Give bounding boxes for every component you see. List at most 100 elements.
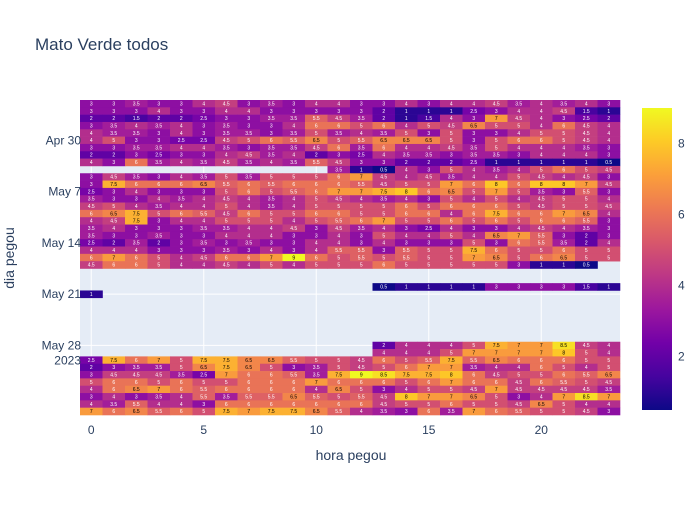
cell-value-label: 5 <box>607 365 610 371</box>
cell-value-label: 1 <box>562 263 565 269</box>
cell-value-label: 4 <box>405 343 408 349</box>
heatmap-cell <box>192 173 216 181</box>
heatmap-cell <box>170 151 193 159</box>
cell-value-label: 4 <box>382 351 385 357</box>
cell-value-label: 6 <box>472 182 475 188</box>
heatmap-cell <box>215 187 238 196</box>
cell-value-label: 4 <box>247 204 250 210</box>
heatmap-cell <box>147 187 171 196</box>
cell-value-label: 3 <box>382 160 385 166</box>
cell-value-label: 1.5 <box>425 116 432 122</box>
cell-value-label: 6 <box>405 204 408 210</box>
heatmap-cell <box>282 246 306 255</box>
cell-value-label: 4 <box>180 160 183 166</box>
heatmap-cell <box>327 356 351 365</box>
cell-value-label: 4.5 <box>448 123 455 129</box>
heatmap-cell <box>507 283 531 291</box>
heatmap-cell <box>507 261 531 269</box>
cell-value-label: 1 <box>540 160 543 166</box>
heatmap-cell <box>417 363 441 372</box>
cell-value-label: 4.5 <box>493 373 500 379</box>
cell-value-label: 7.5 <box>268 409 275 415</box>
heatmap-cell <box>417 407 441 416</box>
cell-value-label: 5 <box>202 409 205 415</box>
heatmap-cell <box>575 165 598 174</box>
heatmap-cell <box>282 136 306 145</box>
cell-value-label: 3 <box>382 387 385 393</box>
heatmap-cell <box>192 195 216 203</box>
cell-value-label: 3.5 <box>245 160 252 166</box>
heatmap-cell <box>237 261 261 269</box>
heatmap-cell <box>462 393 486 401</box>
cell-value-label: 5 <box>360 387 363 393</box>
heatmap-cell <box>350 158 373 167</box>
cell-value-label: 6 <box>517 358 520 364</box>
heatmap-cell <box>440 217 463 225</box>
cell-value-label: 5 <box>450 248 453 254</box>
heatmap-cell <box>125 400 148 408</box>
cell-value-label: 5 <box>450 131 453 137</box>
cell-value-label: 4 <box>247 233 250 239</box>
heatmap-cell <box>552 187 576 196</box>
heatmap-cell <box>170 158 193 167</box>
cell-value-label: 6 <box>495 219 498 225</box>
heatmap-cell <box>170 173 193 181</box>
heatmap-cell <box>260 407 283 416</box>
cell-value-label: 4 <box>292 197 295 203</box>
heatmap-cell <box>102 239 126 247</box>
cell-value-label: 3 <box>112 145 115 151</box>
cell-value-label: 2 <box>450 160 453 166</box>
heatmap-cell <box>102 261 126 269</box>
cell-value-label: 4 <box>202 204 205 210</box>
heatmap-cell <box>552 217 576 225</box>
heatmap-cell <box>507 195 531 203</box>
heatmap-cell <box>372 356 396 365</box>
cell-value-label: 3 <box>292 365 295 371</box>
heatmap-cell <box>192 253 216 262</box>
cell-value-label: 4 <box>607 123 610 129</box>
cell-value-label: 3 <box>202 402 205 408</box>
heatmap-cell <box>395 393 418 401</box>
cell-value-label: 3.5 <box>268 204 275 210</box>
cell-value-label: 6 <box>315 255 318 261</box>
heatmap-cell <box>372 180 396 189</box>
heatmap-cell <box>215 129 238 137</box>
heatmap-cell <box>80 239 103 247</box>
cell-value-label: 3.5 <box>133 365 140 371</box>
heatmap-cell <box>597 158 621 167</box>
cell-value-label: 5 <box>315 175 318 181</box>
heatmap-cell <box>80 217 103 225</box>
cell-value-label: 2 <box>90 153 93 159</box>
heatmap-cell <box>192 187 216 196</box>
heatmap-cell <box>462 151 486 159</box>
cell-value-label: 4 <box>157 109 160 115</box>
heatmap-cell <box>327 158 351 167</box>
heatmap-cell <box>170 400 193 408</box>
heatmap-cell <box>125 371 148 379</box>
heatmap-cell <box>395 341 418 350</box>
heatmap-cell <box>530 209 553 218</box>
heatmap-cell <box>125 239 148 247</box>
heatmap-cell <box>485 400 508 408</box>
heatmap-cell <box>260 217 283 225</box>
heatmap-cell <box>417 114 441 123</box>
heatmap-cell <box>462 378 486 386</box>
heatmap-cell <box>192 356 216 365</box>
heatmap-cell <box>440 393 463 401</box>
cell-value-label: 3 <box>472 116 475 122</box>
heatmap-cell <box>147 246 171 255</box>
heatmap-cell <box>260 385 283 394</box>
heatmap-cell <box>80 151 103 159</box>
heatmap-cell <box>372 400 396 408</box>
cell-value-label: 5 <box>405 131 408 137</box>
heatmap-cell <box>395 217 418 225</box>
heatmap-cell <box>260 136 283 145</box>
cell-value-label: 2.5 <box>200 116 207 122</box>
heatmap-cell <box>170 100 193 108</box>
heatmap-cell <box>507 151 531 159</box>
heatmap-cell <box>147 129 171 137</box>
heatmap-cell <box>372 100 396 108</box>
cell-value-label: 8.5 <box>560 343 567 349</box>
heatmap-cell <box>327 253 351 262</box>
heatmap-cell <box>440 195 463 203</box>
